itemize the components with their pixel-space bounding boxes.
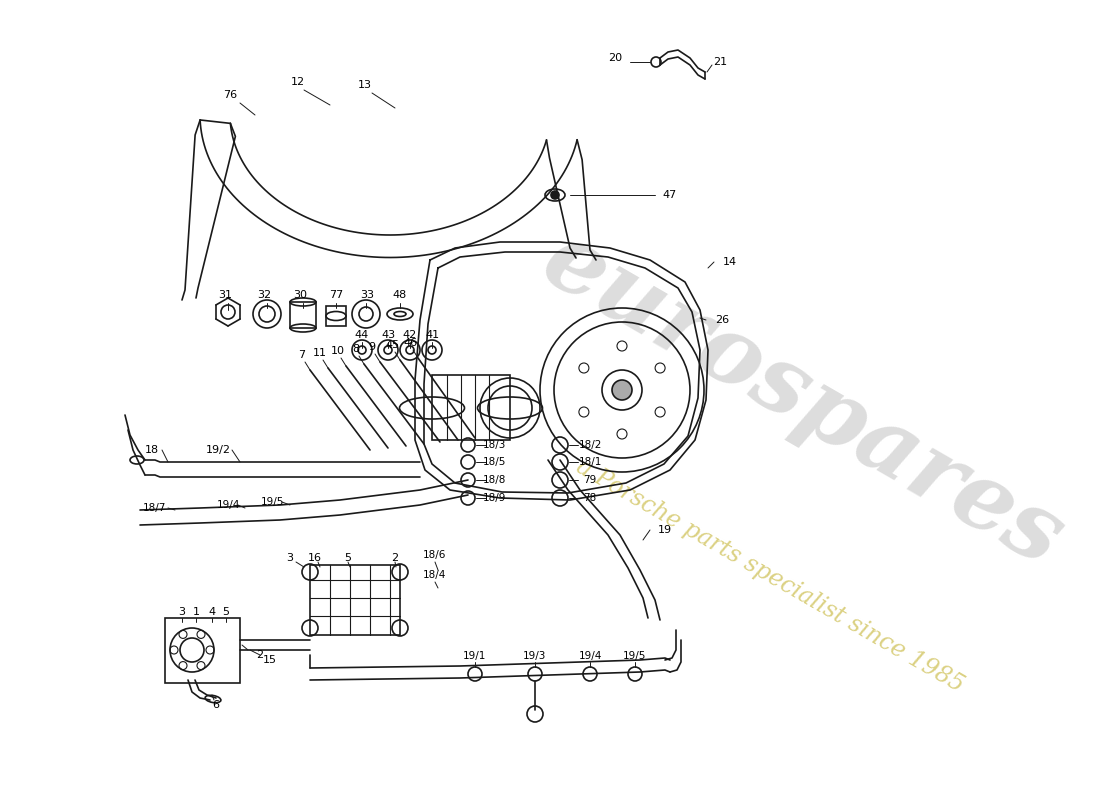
Text: 26: 26 xyxy=(715,315,729,325)
Text: 18/8: 18/8 xyxy=(483,475,507,485)
Text: 30: 30 xyxy=(293,290,307,300)
Bar xyxy=(290,302,316,328)
Text: 4: 4 xyxy=(208,607,216,617)
Text: 42: 42 xyxy=(403,330,417,340)
Text: 18/3: 18/3 xyxy=(483,440,507,450)
Text: 2: 2 xyxy=(256,650,264,660)
Text: 10: 10 xyxy=(331,346,345,356)
Text: 33: 33 xyxy=(360,290,374,300)
Text: 46: 46 xyxy=(403,338,417,348)
Text: 21: 21 xyxy=(713,57,727,67)
Text: 18/7: 18/7 xyxy=(143,503,167,513)
Text: 13: 13 xyxy=(358,80,372,90)
Text: 18/6: 18/6 xyxy=(424,550,447,560)
Text: a Porsche parts specialist since 1985: a Porsche parts specialist since 1985 xyxy=(572,455,968,697)
Bar xyxy=(326,306,346,326)
Text: 19/4: 19/4 xyxy=(579,651,602,661)
Text: 77: 77 xyxy=(329,290,343,300)
Bar xyxy=(432,375,510,440)
Text: 18/4: 18/4 xyxy=(424,570,447,580)
Text: 2: 2 xyxy=(392,553,398,563)
Text: 45: 45 xyxy=(385,340,399,350)
Circle shape xyxy=(551,191,559,199)
Text: 19: 19 xyxy=(658,525,672,535)
Text: 6: 6 xyxy=(212,700,220,710)
Text: 8: 8 xyxy=(352,344,360,354)
Text: 18/2: 18/2 xyxy=(579,440,602,450)
Text: 5: 5 xyxy=(344,553,352,563)
Text: 16: 16 xyxy=(308,553,322,563)
Bar xyxy=(165,618,240,683)
Text: 5: 5 xyxy=(222,607,230,617)
Text: 19/5: 19/5 xyxy=(624,651,647,661)
Text: 47: 47 xyxy=(663,190,678,200)
Text: 18/9: 18/9 xyxy=(483,493,507,503)
Text: 44: 44 xyxy=(355,330,370,340)
Text: 19/1: 19/1 xyxy=(463,651,486,661)
Text: 18/5: 18/5 xyxy=(483,457,507,467)
Text: 48: 48 xyxy=(393,290,407,300)
Text: 3: 3 xyxy=(178,607,186,617)
Text: 19/5: 19/5 xyxy=(261,497,284,507)
Text: 32: 32 xyxy=(257,290,271,300)
Text: 41: 41 xyxy=(425,330,439,340)
Bar xyxy=(310,565,400,635)
Text: 7: 7 xyxy=(298,350,306,360)
Text: 78: 78 xyxy=(583,493,596,503)
Text: 11: 11 xyxy=(314,348,327,358)
Text: 31: 31 xyxy=(218,290,232,300)
Text: 79: 79 xyxy=(583,475,596,485)
Text: 19/2: 19/2 xyxy=(206,445,231,455)
Text: 19/3: 19/3 xyxy=(524,651,547,661)
Text: 1: 1 xyxy=(192,607,199,617)
Text: 15: 15 xyxy=(263,655,277,665)
Text: 43: 43 xyxy=(381,330,395,340)
Text: 76: 76 xyxy=(223,90,238,100)
Text: 18: 18 xyxy=(145,445,160,455)
Text: 3: 3 xyxy=(286,553,294,563)
Circle shape xyxy=(612,380,632,400)
Text: eurospares: eurospares xyxy=(527,214,1079,586)
Text: 19/4: 19/4 xyxy=(217,500,240,510)
Text: 14: 14 xyxy=(723,257,737,267)
Text: 12: 12 xyxy=(290,77,305,87)
Text: 20: 20 xyxy=(608,53,623,63)
Text: 9: 9 xyxy=(368,342,375,352)
Text: 18/1: 18/1 xyxy=(579,457,602,467)
